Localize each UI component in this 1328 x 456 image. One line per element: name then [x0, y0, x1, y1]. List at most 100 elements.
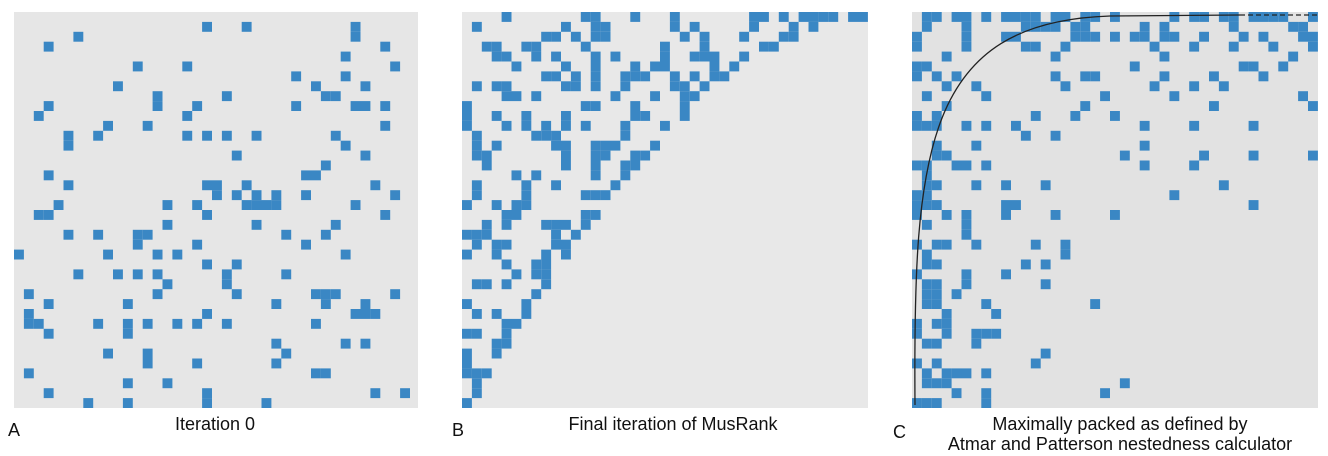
matrix-cell [291, 101, 302, 111]
matrix-cell [1020, 21, 1031, 32]
matrix-cell [83, 398, 94, 408]
matrix-cell [981, 328, 992, 339]
matrix-cell [23, 309, 34, 319]
matrix-cell [991, 328, 1002, 339]
matrix-cell [43, 101, 54, 111]
matrix-cell [1060, 41, 1071, 52]
matrix-cell [699, 81, 710, 92]
matrix-cell [570, 229, 581, 240]
matrix-cell [1020, 130, 1031, 141]
matrix-cell [981, 388, 992, 399]
matrix-cell [231, 190, 242, 201]
matrix-cell [1090, 31, 1101, 42]
matrix-cell [941, 51, 952, 62]
matrix-cell [921, 249, 932, 260]
matrix-cell [73, 31, 84, 42]
matrix-cell [660, 41, 670, 52]
matrix-cell [73, 269, 84, 280]
matrix-cell [63, 130, 74, 141]
matrix-cell [590, 150, 601, 161]
matrix-cell [1248, 200, 1259, 210]
matrix-cell [471, 140, 482, 151]
matrix-cell [848, 12, 858, 22]
matrix-cell [551, 51, 561, 62]
matrix-cell [462, 398, 472, 408]
matrix-cell [931, 259, 942, 270]
matrix-cell [931, 289, 942, 300]
matrix-cell [561, 239, 571, 250]
matrix-cell [271, 190, 282, 201]
matrix-cell [961, 21, 972, 32]
matrix-cell [590, 21, 601, 32]
matrix-cell [709, 71, 720, 82]
matrix-cell [23, 368, 34, 379]
matrix-cell [501, 328, 512, 339]
matrix-cell [981, 368, 992, 379]
matrix-cell [551, 219, 561, 230]
matrix-cell [1050, 130, 1061, 141]
matrix-cell [580, 120, 591, 131]
matrix-cell [241, 200, 252, 210]
matrix-cell [808, 12, 819, 22]
matrix-cell [152, 249, 163, 260]
matrix-cell [301, 190, 311, 201]
matrix-cell [330, 289, 341, 300]
matrix-cell [1258, 71, 1269, 82]
matrix-cell [142, 318, 153, 329]
panel-caption: Iteration 0 [175, 414, 255, 434]
matrix-cell [1278, 12, 1289, 22]
matrix-cell [778, 31, 789, 42]
matrix-cell [212, 180, 222, 191]
matrix-cell [620, 130, 631, 141]
matrix-cell [271, 358, 282, 369]
matrix-cell [531, 91, 542, 102]
matrix-cell [1258, 12, 1269, 22]
matrix-cell [471, 368, 482, 379]
matrix-cell [1001, 31, 1011, 42]
matrix-cell [541, 259, 552, 270]
matrix-cell [669, 21, 680, 32]
matrix-cell [132, 61, 143, 72]
matrix-cell [202, 210, 212, 220]
matrix-cell [541, 130, 552, 141]
matrix-cell [462, 200, 472, 210]
nestedness-curve [914, 14, 1241, 406]
matrix-cell [912, 41, 922, 52]
matrix-cell [491, 111, 502, 121]
matrix-cell [1288, 51, 1299, 62]
matrix-cell [93, 229, 104, 240]
matrix-cell [650, 61, 660, 72]
matrix-cell [63, 229, 74, 240]
matrix-cell [541, 249, 552, 260]
matrix-cell [192, 200, 203, 210]
matrix-cell [330, 91, 341, 102]
matrix-cell [768, 41, 779, 52]
matrix-cell [511, 210, 522, 220]
matrix-cell [531, 130, 542, 141]
matrix-cell [471, 328, 482, 339]
matrix-cell [142, 120, 153, 131]
matrix-cell [340, 140, 351, 151]
matrix-cell [931, 279, 942, 290]
matrix-cell [271, 200, 282, 210]
matrix-cell [921, 368, 932, 379]
matrix-cell [481, 368, 492, 379]
matrix-cell [580, 41, 591, 52]
matrix-cell [481, 41, 492, 52]
matrix-cell [491, 348, 502, 359]
matrix-cell [921, 91, 932, 102]
matrix-cell [600, 21, 611, 32]
matrix-cell [1090, 299, 1101, 309]
matrix-cell [961, 160, 972, 171]
matrix-cell [511, 170, 522, 181]
matrix-cell [921, 259, 932, 270]
matrix-cell [251, 219, 262, 230]
matrix-cell [620, 160, 631, 171]
matrix-cell [370, 180, 381, 191]
matrix-cell [981, 12, 992, 22]
matrix-cell [630, 111, 641, 121]
matrix-cell [531, 289, 542, 300]
matrix-cell [590, 31, 601, 42]
matrix-cell [650, 91, 660, 102]
matrix-cell [580, 190, 591, 201]
